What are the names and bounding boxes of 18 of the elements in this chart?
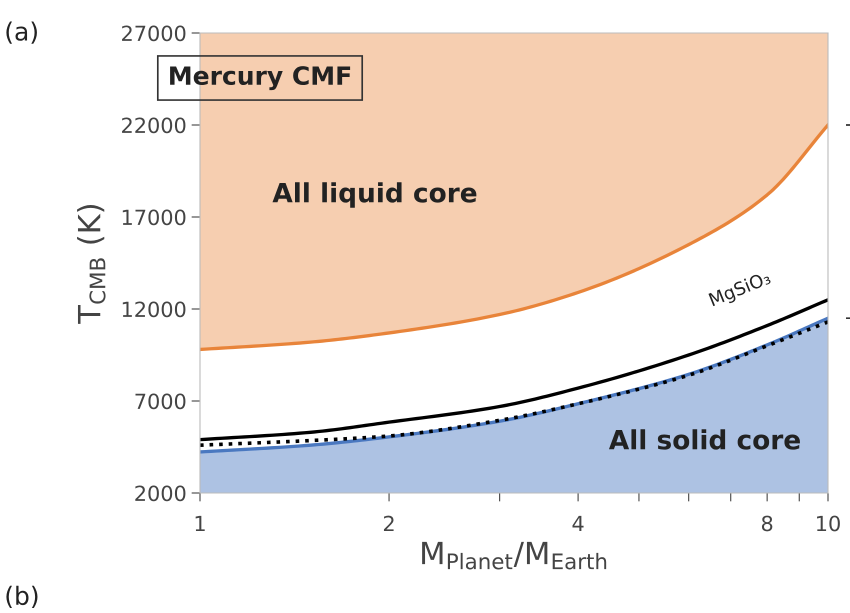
x-tick-label: 1: [196, 516, 205, 532]
y-tick-label: 7000: [135, 393, 186, 410]
text: (b): [6, 586, 38, 608]
y-tick-label: 22000: [122, 117, 186, 134]
text: (a): [6, 21, 37, 44]
annotation: All solid core: [608, 429, 800, 450]
y-tick-label: 12000: [122, 301, 186, 318]
y-tick-label: 2000: [135, 485, 186, 502]
x-tick-label: 8: [762, 516, 772, 532]
x-tick-label: 10: [817, 516, 840, 532]
x-tick-label: 2: [384, 516, 394, 532]
annotation: Mercury CMF: [170, 66, 350, 90]
annotation: All liquid core: [272, 182, 476, 208]
x-axis-title: M$_{Planet}$/M$_{Earth}$: [422, 542, 606, 570]
y-tick-label: 27000: [122, 25, 186, 42]
y-axis-title: T$_{CMB}$ (K): [77, 204, 106, 324]
x-tick-label: 4: [572, 516, 584, 532]
y-tick-label: 17000: [122, 209, 186, 226]
